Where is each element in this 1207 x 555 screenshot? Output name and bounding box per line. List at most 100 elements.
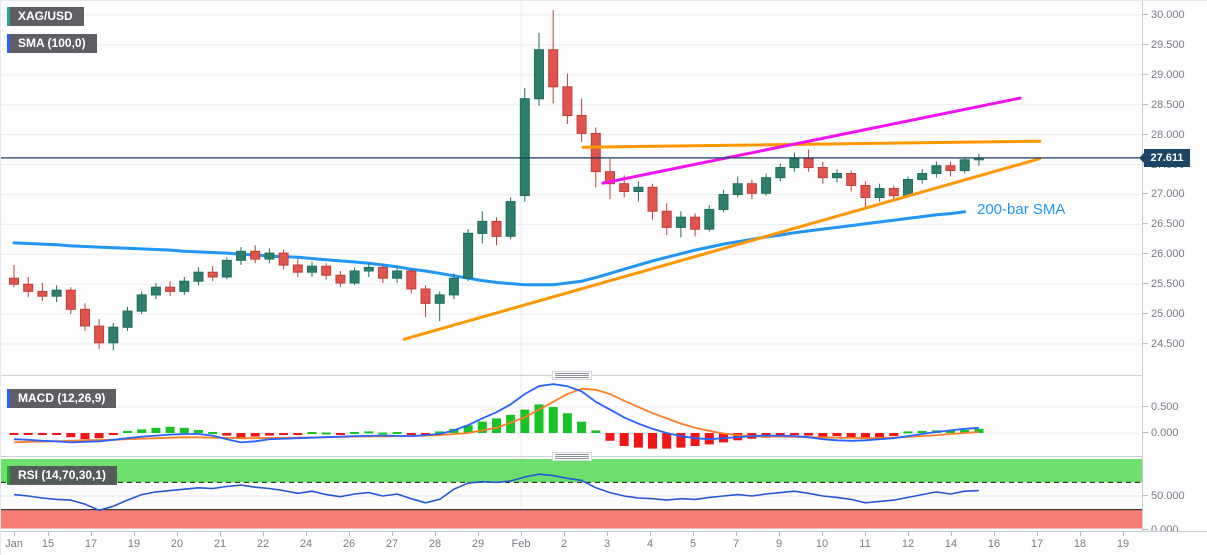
chart-canvas[interactable] bbox=[1, 1, 1142, 531]
rsi-legend-badge[interactable]: RSI (14,70,30,1) bbox=[7, 466, 118, 485]
symbol-accent-bar bbox=[7, 7, 10, 26]
candle-body bbox=[605, 171, 615, 185]
candle-body bbox=[122, 310, 133, 328]
macd-hist-bar bbox=[250, 433, 260, 437]
sma200-annotation[interactable]: 200-bar SMA bbox=[977, 201, 1066, 218]
pane-separator[interactable] bbox=[1, 375, 1207, 376]
time-tick-label: 17 bbox=[84, 538, 98, 550]
macd-hist-bar bbox=[123, 430, 132, 433]
price-axis[interactable]: 30.00029.50029.00028.50028.00027.50027.0… bbox=[1139, 1, 1207, 536]
candle-body bbox=[732, 183, 743, 195]
macd-tick-label: 0.000 bbox=[1143, 427, 1179, 439]
time-tick-label: 21 bbox=[213, 538, 227, 550]
macd-hist-bar bbox=[108, 433, 118, 436]
candle-body bbox=[534, 49, 544, 100]
candle-body bbox=[292, 264, 303, 273]
time-axis[interactable]: Jan 15 17 19 20 21 22 24 26 27 28 29 Feb 2 3 4 5 7 9 10 11 12… bbox=[1, 531, 1207, 555]
pane-resize-handle-icon[interactable] bbox=[552, 452, 592, 461]
symbol-legend-badge[interactable]: XAG/USD bbox=[7, 7, 84, 26]
macd-hist-bar bbox=[605, 433, 615, 441]
macd-hist-bar bbox=[350, 432, 360, 434]
macd-hist-bar bbox=[236, 433, 246, 438]
macd-hist-bar bbox=[94, 433, 104, 439]
candle-body bbox=[959, 159, 970, 172]
macd-accent-bar bbox=[7, 389, 10, 408]
candle-body bbox=[236, 250, 246, 261]
candle-body bbox=[562, 86, 573, 117]
time-tick-label: 19 bbox=[1116, 538, 1130, 550]
price-tick-label: 24.500 bbox=[1143, 337, 1185, 350]
candle-body bbox=[207, 271, 218, 278]
macd-legend-badge[interactable]: MACD (12,26,9) bbox=[7, 389, 117, 408]
macd-hist-bar bbox=[137, 429, 147, 433]
last-price-badge: 27.611 bbox=[1139, 149, 1190, 167]
time-tick-label: 15 bbox=[41, 538, 55, 550]
price-tick-label: 25.000 bbox=[1143, 308, 1185, 321]
macd-hist-bar bbox=[264, 433, 274, 436]
macd-hist-bar bbox=[435, 431, 445, 434]
macd-hist-bar bbox=[903, 431, 913, 434]
pane-resize-handle-icon[interactable] bbox=[552, 371, 592, 380]
time-tick-mark bbox=[908, 532, 909, 536]
candle-body bbox=[37, 290, 48, 297]
time-tick-mark bbox=[736, 532, 737, 536]
candle-body bbox=[406, 270, 417, 290]
candle-body bbox=[874, 188, 885, 198]
sma-legend-badge[interactable]: SMA (100,0) bbox=[7, 34, 97, 53]
candle-body bbox=[463, 232, 474, 279]
time-tick-mark bbox=[693, 532, 694, 536]
macd-hist-bar bbox=[80, 433, 90, 440]
sma-label: SMA (100,0) bbox=[18, 36, 86, 50]
macd-hist-bar bbox=[648, 433, 657, 449]
time-tick-label: 24 bbox=[299, 538, 313, 550]
macd-hist-bar bbox=[775, 433, 785, 437]
time-tick-label: 27 bbox=[385, 538, 399, 550]
time-tick-mark bbox=[951, 532, 952, 536]
time-tick-label: 11 bbox=[859, 538, 871, 550]
time-tick-label: 12 bbox=[901, 538, 915, 550]
candle-body bbox=[803, 158, 814, 169]
macd-hist-bar bbox=[548, 407, 558, 433]
candle-body bbox=[590, 132, 601, 173]
macd-label: MACD (12,26,9) bbox=[18, 391, 106, 405]
time-tick-mark bbox=[177, 532, 178, 536]
macd-hist-bar bbox=[9, 433, 19, 435]
trendline-rising-channel[interactable] bbox=[601, 96, 1022, 185]
macd-hist-bar bbox=[818, 433, 828, 437]
time-tick-mark bbox=[306, 532, 307, 536]
macd-hist-bar bbox=[194, 429, 203, 433]
candle-body bbox=[108, 326, 119, 344]
candle-body bbox=[23, 283, 34, 292]
rsi-tick-label: 50.000 bbox=[1143, 490, 1185, 502]
rsi-accent-bar bbox=[7, 466, 10, 485]
macd-hist-bar bbox=[789, 433, 799, 436]
trendline-horizontal-resistance[interactable] bbox=[581, 139, 1042, 149]
time-tick-mark bbox=[349, 532, 350, 536]
sma200-line[interactable] bbox=[12, 210, 967, 287]
trendline-rising-support[interactable] bbox=[402, 157, 1042, 341]
price-tick-label: 30.000 bbox=[1143, 9, 1185, 21]
price-tick-label: 25.500 bbox=[1143, 278, 1185, 291]
candle-body bbox=[349, 270, 360, 284]
macd-hist-bar bbox=[577, 421, 587, 433]
candle-body bbox=[690, 216, 701, 230]
rsi-overbought-band bbox=[1, 459, 1142, 483]
candle-body bbox=[661, 210, 672, 228]
price-tick-label: 28.000 bbox=[1143, 128, 1185, 141]
macd-hist-bar bbox=[662, 433, 672, 449]
macd-hist-bar bbox=[179, 427, 189, 433]
time-tick-mark bbox=[478, 532, 479, 536]
macd-hist-bar bbox=[889, 433, 899, 437]
macd-hist-bar bbox=[960, 429, 970, 433]
time-tick-mark bbox=[220, 532, 221, 536]
macd-hist-bar bbox=[619, 433, 629, 446]
candle-body bbox=[307, 265, 317, 273]
candle-body bbox=[505, 201, 516, 237]
macd-hist-bar bbox=[392, 432, 402, 434]
macd-hist-bar bbox=[633, 433, 643, 448]
macd-hist-bar bbox=[520, 409, 530, 433]
pane-separator[interactable] bbox=[1, 456, 1207, 457]
macd-hist-bar bbox=[151, 427, 161, 433]
candle-body bbox=[335, 274, 346, 284]
